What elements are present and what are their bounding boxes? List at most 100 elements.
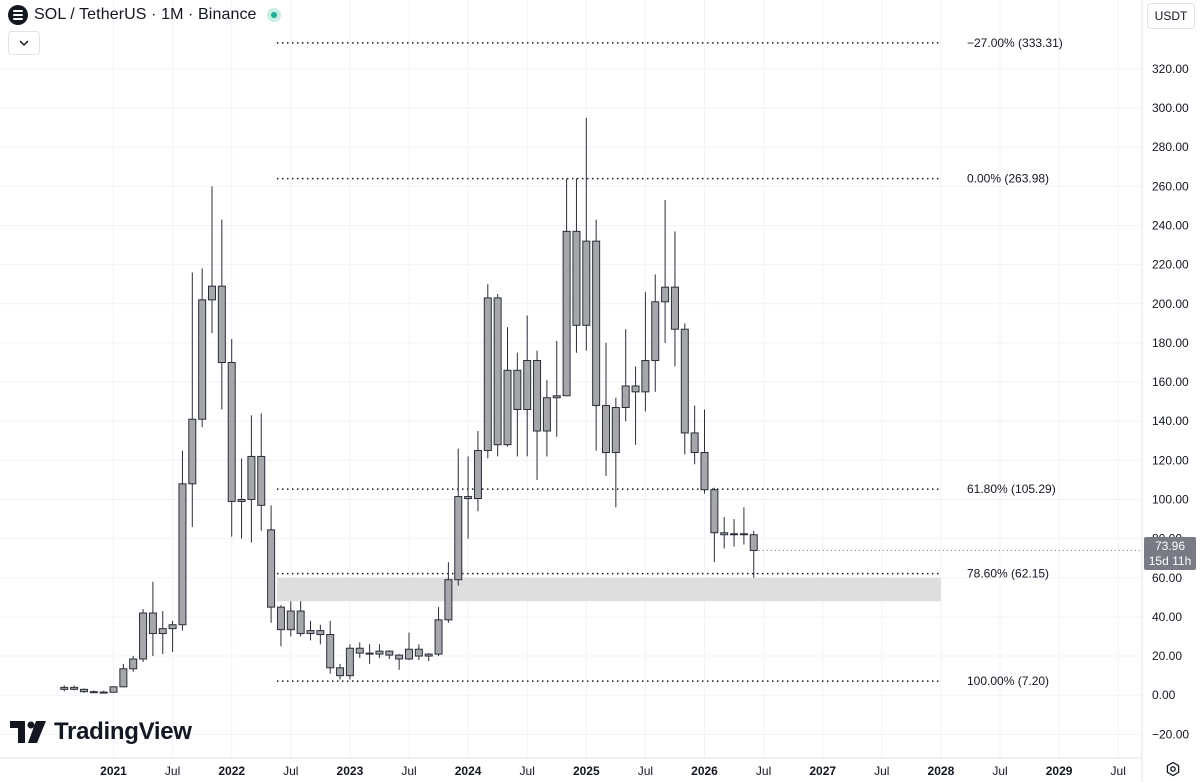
x-tick-label: Jul xyxy=(165,764,180,778)
candle xyxy=(306,620,315,641)
candle xyxy=(464,456,473,539)
candle-body xyxy=(385,650,394,656)
candle xyxy=(414,644,423,660)
settings-icon xyxy=(1166,761,1180,777)
candle-body xyxy=(89,691,98,694)
candle-body xyxy=(582,240,591,326)
live-status-dot xyxy=(266,8,281,22)
candle xyxy=(326,620,335,674)
candle-body xyxy=(326,634,335,669)
y-tick-label: 260.00 xyxy=(1152,179,1189,193)
x-tick-label: Jul xyxy=(992,764,1007,778)
candle xyxy=(60,685,69,692)
candle-body xyxy=(148,612,157,635)
candle xyxy=(631,366,640,445)
candle xyxy=(444,562,453,623)
candle-body xyxy=(670,286,679,330)
y-tick-label: 40.00 xyxy=(1152,610,1182,624)
candle xyxy=(454,448,463,586)
y-tick-label: 100.00 xyxy=(1152,492,1189,506)
candle xyxy=(247,415,256,543)
candle-body xyxy=(739,533,748,536)
candle-body xyxy=(306,630,315,635)
y-tick-label: 220.00 xyxy=(1152,258,1189,272)
candle-body xyxy=(109,686,118,693)
candle-body xyxy=(690,432,699,454)
candle xyxy=(720,517,729,549)
candle-body xyxy=(611,407,620,454)
candle-body xyxy=(661,286,670,303)
candle-body xyxy=(562,230,571,397)
candle xyxy=(276,605,285,647)
candle-body xyxy=(217,285,226,363)
candle xyxy=(611,397,620,508)
x-tick-label: 2029 xyxy=(1046,764,1073,778)
solana-icon xyxy=(8,5,28,25)
candle-body xyxy=(188,418,197,485)
symbol-title[interactable]: SOL / TetherUS · 1M · Binance xyxy=(34,6,257,23)
x-tick-label: 2021 xyxy=(100,764,127,778)
candle xyxy=(670,231,679,367)
fib-level-label: −27.00% (333.31) xyxy=(967,36,1063,50)
candle xyxy=(680,323,689,455)
axis-settings-button[interactable] xyxy=(1162,758,1184,780)
candle-body xyxy=(651,301,660,362)
candle xyxy=(562,178,571,397)
candle xyxy=(178,450,187,631)
fib-level-label: 61.80% (105.29) xyxy=(967,482,1056,496)
candle-body xyxy=(552,395,561,399)
candle xyxy=(690,405,699,465)
grid-lines xyxy=(0,0,1142,758)
candle xyxy=(198,268,207,428)
candle xyxy=(267,505,276,623)
candle xyxy=(158,611,167,655)
candle xyxy=(345,644,354,680)
candles-layer xyxy=(60,117,758,694)
tradingview-watermark[interactable]: TradingView xyxy=(10,718,192,746)
candle-body xyxy=(316,630,325,636)
candle xyxy=(592,219,601,451)
candle-body xyxy=(444,579,453,621)
candle xyxy=(375,644,384,659)
candle-body xyxy=(178,483,187,626)
currency-selector[interactable]: USDT xyxy=(1147,3,1195,29)
candle xyxy=(424,653,433,661)
candle-body xyxy=(710,489,719,534)
candle-body xyxy=(227,361,236,502)
candle xyxy=(582,117,591,351)
y-tick-label: 200.00 xyxy=(1152,297,1189,311)
collapse-legend-button[interactable] xyxy=(8,31,40,55)
candle xyxy=(552,340,561,437)
candle xyxy=(602,342,610,477)
y-tick-label: 300.00 xyxy=(1152,101,1189,115)
x-tick-label: 2028 xyxy=(928,764,955,778)
candle-body xyxy=(276,606,285,631)
candle-body xyxy=(533,360,542,432)
candle-body xyxy=(720,532,729,536)
candle xyxy=(336,663,345,680)
candle-body xyxy=(493,297,502,446)
candle-body xyxy=(119,668,128,688)
fib-level-label: 0.00% (263.98) xyxy=(967,172,1049,186)
candle-body xyxy=(237,498,246,502)
candle xyxy=(286,601,295,637)
candle xyxy=(405,632,413,660)
candle xyxy=(572,178,581,353)
x-tick-label: 2026 xyxy=(691,764,718,778)
last-price-value: 73.96 xyxy=(1154,539,1186,553)
candle xyxy=(188,272,197,527)
candle xyxy=(621,329,630,422)
candle xyxy=(513,352,522,457)
candle-body xyxy=(168,624,177,630)
candle-body xyxy=(414,648,423,657)
candle-body xyxy=(602,405,610,454)
candle xyxy=(296,601,305,637)
candle xyxy=(473,430,482,512)
x-tick-label: Jul xyxy=(401,764,416,778)
candle-body xyxy=(473,450,482,500)
support-zone xyxy=(276,577,941,602)
candle-body xyxy=(680,328,689,434)
candle-body xyxy=(345,647,354,677)
